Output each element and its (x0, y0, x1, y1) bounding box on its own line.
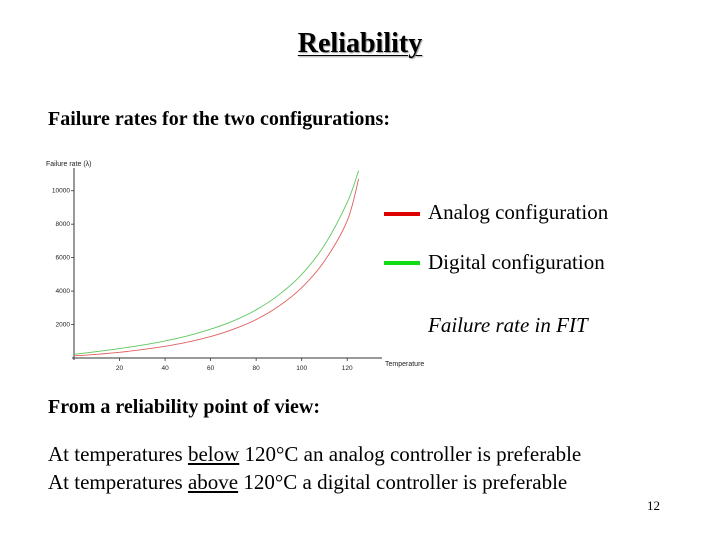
line1-emphasis: below (187, 442, 240, 466)
x-tick-label: 60 (207, 365, 215, 372)
conclusion-digital: At temperatures above 120°C a digital co… (48, 470, 567, 495)
line1-suffix: 120°C an analog controller is preferable (239, 442, 582, 466)
line2-suffix: 120°C a digital controller is preferable (238, 470, 568, 494)
slide-title: Reliability (297, 28, 423, 59)
x-tick-label: 100 (296, 365, 307, 372)
digital-series-line (73, 170, 360, 355)
chart-ticks: 20 40 60 80 100 120 2000 4000 6000 8000 10000 (52, 188, 353, 372)
analog-legend-swatch (384, 212, 420, 216)
y-tick-label: 4000 (56, 288, 71, 295)
line1-prefix: At temperatures (48, 442, 188, 466)
chart-axes (72, 168, 382, 360)
analog-series-line (73, 178, 360, 357)
conclusion-analog: At temperatures below 120°C an analog co… (48, 442, 581, 467)
chart-series (73, 170, 360, 357)
page-number: 12 (647, 498, 660, 513)
analog-legend-label: Analog configuration (428, 200, 609, 224)
digital-legend-label: Digital configuration (428, 250, 605, 274)
x-tick-label: 20 (116, 365, 124, 372)
y-tick-label: 2000 (56, 322, 71, 329)
subheading-reliability-view: From a reliability point of view: (48, 396, 321, 418)
subheading-failure-rates: Failure rates for the two configurations… (48, 108, 390, 130)
x-tick-label: 80 (253, 365, 261, 372)
failure-rate-chart: Failure rate (λ) Temperature 20 40 60 80 100… (46, 161, 424, 372)
y-tick-label: 6000 (56, 255, 71, 262)
digital-legend-swatch (384, 261, 420, 265)
y-axis-label: Failure rate (λ) (46, 161, 92, 168)
x-tick-label: 40 (161, 365, 169, 372)
x-tick-label: 120 (342, 365, 353, 372)
x-axis-label: Temperature (385, 361, 424, 368)
line2-emphasis: above (187, 470, 239, 494)
chart-unit-note: Failure rate in FIT (428, 313, 588, 337)
y-tick-label: 10000 (52, 188, 70, 195)
line2-prefix: At temperatures (48, 470, 188, 494)
y-tick-label: 8000 (56, 221, 71, 228)
